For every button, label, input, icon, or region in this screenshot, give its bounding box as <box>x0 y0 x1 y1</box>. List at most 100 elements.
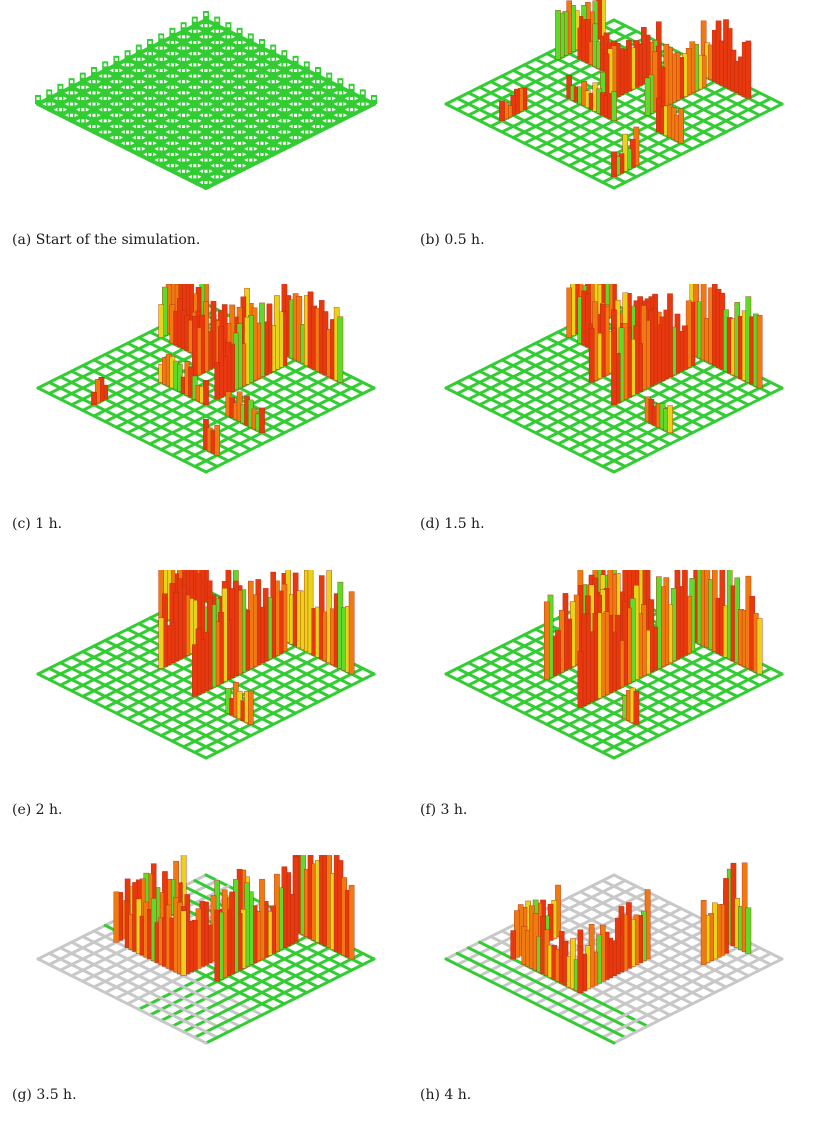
node-stub-highlight <box>271 46 275 50</box>
node-stub-highlight <box>58 97 62 100</box>
grid-line <box>590 375 762 463</box>
node-stub-highlight <box>316 113 320 117</box>
node-stub-highlight <box>159 102 163 106</box>
node-stub-highlight <box>159 69 163 72</box>
grid-line <box>182 661 354 749</box>
grid-line <box>170 34 343 123</box>
node-stub-highlight <box>215 41 219 44</box>
node-stub-highlight <box>204 136 208 140</box>
node-stub-highlight <box>193 63 197 67</box>
grid-render-a <box>35 11 377 190</box>
node-stub-highlight <box>126 63 130 67</box>
panel-g: (g) 3.5 h. <box>6 855 406 1120</box>
node-stub-highlight <box>215 119 219 123</box>
node-stub-highlight <box>271 69 275 72</box>
node-stub-highlight <box>204 91 208 95</box>
grid-line <box>193 951 365 1039</box>
wall-segments <box>566 284 763 434</box>
grid-line <box>612 873 784 961</box>
node-stub-highlight <box>47 102 51 106</box>
node-stub-highlight <box>148 74 152 78</box>
node-stub-highlight <box>226 80 230 84</box>
grid-line <box>193 380 365 468</box>
node-stub-highlight <box>170 29 174 33</box>
node-stub-highlight <box>282 85 286 89</box>
node-stub-highlight <box>170 141 174 145</box>
grid-line <box>590 661 762 749</box>
node-stub-highlight <box>249 125 253 128</box>
node-stub-highlight <box>260 141 264 145</box>
node-stub-highlight <box>350 108 354 112</box>
node-stub-highlight <box>204 181 208 184</box>
node-stub-highlight <box>114 69 118 72</box>
grid-render-h <box>444 862 784 1045</box>
grid-line <box>455 96 627 184</box>
node-stub-highlight <box>238 29 242 33</box>
node-stub-highlight <box>58 85 62 89</box>
grid-line <box>466 661 638 749</box>
node-stub-highlight <box>226 57 230 61</box>
node-stub-highlight <box>114 113 118 117</box>
wall-bar <box>307 570 314 654</box>
node-stub-highlight <box>182 24 186 28</box>
node-stub-highlight <box>204 46 208 50</box>
node-stub-highlight <box>238 164 242 168</box>
grid-render-c <box>36 284 376 474</box>
node-stub-highlight <box>215 175 219 179</box>
grid-line <box>489 364 661 452</box>
node-stub-highlight <box>182 125 186 128</box>
wall-bar <box>745 40 752 99</box>
node-stub-highlight <box>238 63 242 67</box>
node-stub-highlight <box>126 85 130 89</box>
node-stub-highlight <box>271 102 275 106</box>
node-stub-highlight <box>327 119 331 123</box>
caption-c: (c) 1 h. <box>12 516 63 532</box>
grid-line <box>590 884 762 972</box>
node-stub-highlight <box>282 119 286 123</box>
node-stub-highlight <box>305 130 309 134</box>
grid-line <box>612 386 784 474</box>
node-stub-highlight <box>226 69 230 72</box>
node-stub-highlight <box>204 147 208 151</box>
node-stub-highlight <box>92 91 96 95</box>
node-stub-highlight <box>159 113 163 117</box>
node-stub-highlight <box>170 85 174 89</box>
node-stub-highlight <box>182 102 186 106</box>
node-stub-highlight <box>193 97 197 100</box>
node-stub-highlight <box>294 80 298 84</box>
node-stub-highlight <box>170 130 174 134</box>
node-stub-highlight <box>294 91 298 95</box>
grid-render-e <box>36 570 376 760</box>
node-stub-highlight <box>204 158 208 162</box>
wall-bar <box>113 891 120 943</box>
node-stub-highlight <box>70 113 74 117</box>
grid-line <box>159 79 332 168</box>
node-stub-highlight <box>361 91 365 95</box>
wall-bar <box>499 100 505 122</box>
node-stub-highlight <box>114 80 118 84</box>
node-stub-highlight <box>226 102 230 106</box>
caption-b: (b) 0.5 h. <box>420 232 485 248</box>
node-stub-highlight <box>226 169 230 173</box>
node-stub-highlight <box>182 69 186 72</box>
node-stub-highlight <box>226 158 230 162</box>
node-stub-highlight <box>226 35 230 39</box>
node-stub-highlight <box>81 108 85 112</box>
node-stub-highlight <box>327 108 331 112</box>
grid-line <box>159 40 332 129</box>
wall-bar <box>633 690 640 725</box>
node-stub-highlight <box>238 52 242 56</box>
node-stub-highlight <box>226 125 230 128</box>
node-stub-highlight <box>159 91 163 95</box>
node-stub-highlight <box>70 102 74 106</box>
node-stub-highlight <box>137 46 141 50</box>
node-stub-highlight <box>114 57 118 61</box>
wall-bar <box>214 909 221 982</box>
node-stub-highlight <box>182 136 186 140</box>
node-stub-highlight <box>36 97 40 100</box>
node-stub-highlight <box>327 74 331 78</box>
node-stub-highlight <box>92 80 96 84</box>
grid-line <box>500 74 672 162</box>
grid-line <box>192 96 365 185</box>
node-stub-highlight <box>215 52 219 56</box>
